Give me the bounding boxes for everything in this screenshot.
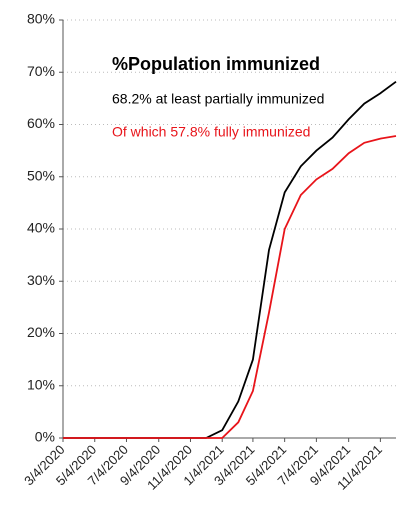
chart-title: %Population immunized: [112, 54, 320, 74]
y-tick-label: 30%: [27, 272, 55, 288]
y-tick-label: 10%: [27, 376, 55, 392]
legend-label: 68.2% at least partially immunized: [112, 91, 324, 107]
legend-label: Of which 57.8% fully immunized: [112, 124, 310, 140]
y-tick-label: 0%: [35, 429, 55, 445]
y-tick-label: 80%: [27, 11, 55, 27]
y-tick-label: 50%: [27, 167, 55, 183]
y-tick-label: 20%: [27, 324, 55, 340]
y-tick-label: 70%: [27, 63, 55, 79]
series-line: [63, 135, 397, 439]
y-tick-label: 60%: [27, 115, 55, 131]
y-tick-label: 40%: [27, 220, 55, 236]
